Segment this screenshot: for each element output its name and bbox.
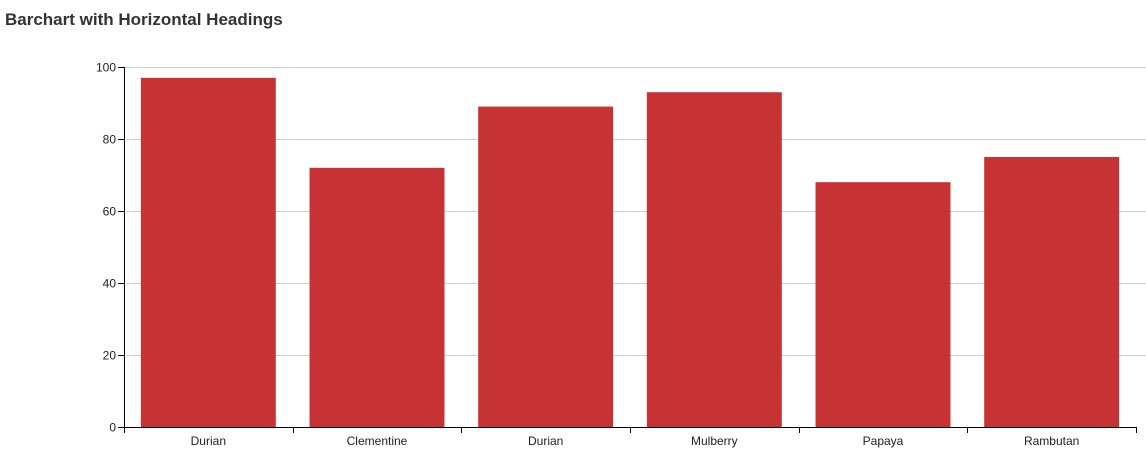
y-tick-label: 20 <box>103 349 117 363</box>
axes: 0 20 40 60 80 100 Durian Clementine Durian Mulber… <box>96 61 1137 448</box>
x-tick-label: Rambutan <box>1024 434 1079 448</box>
x-tick-label: Clementine <box>347 434 408 448</box>
x-tick-label: Durian <box>191 434 226 448</box>
bar-durian <box>478 106 614 427</box>
bar-rambutan <box>984 157 1120 427</box>
chart-title: Barchart with Horizontal Headings <box>5 10 283 29</box>
x-tick-label: Mulberry <box>691 434 738 448</box>
bars <box>140 77 1120 428</box>
y-tick-label: 100 <box>96 61 116 75</box>
bar-clementine <box>309 167 445 428</box>
grid-lines <box>124 67 1146 356</box>
y-tick-label: 80 <box>103 133 117 147</box>
bar-durian <box>140 77 276 428</box>
bar-mulberry <box>646 92 782 427</box>
y-tick-label: 40 <box>103 277 117 291</box>
bar-papaya <box>815 182 951 427</box>
x-tick-label: Durian <box>528 434 563 448</box>
y-tick-label: 0 <box>109 421 116 435</box>
x-tick-label: Papaya <box>863 434 904 448</box>
y-tick-label: 60 <box>103 205 117 219</box>
